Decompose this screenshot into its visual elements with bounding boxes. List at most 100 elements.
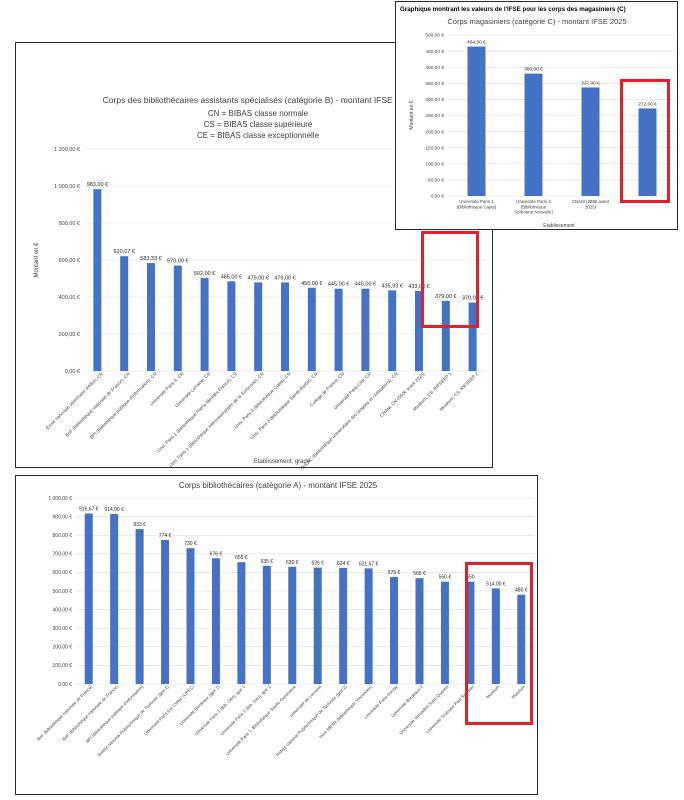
category-label: Université Paris 1 (Bib. Gén), gpe 2 [219,684,272,737]
bar [93,189,102,371]
y-tick-label: 900,00 € [53,514,73,520]
bar [135,529,144,684]
y-tick-label: 1 000,00 € [54,184,80,190]
chart-title: Corps magasiniers (catégorie C) - montan… [447,17,626,26]
bar [281,282,289,371]
data-label: 914,00 € [104,507,124,513]
y-tick-label: 600,00 € [59,258,80,264]
bar [288,566,297,684]
bar [524,73,543,196]
data-label: 450,00 € [301,281,322,287]
y-tick-label: 50,00 € [428,178,444,184]
y-tick-label: 0,00 € [65,369,80,375]
x-axis-label: Etablissement [543,223,575,229]
category-label-line: Université Paris 1 [459,199,494,204]
y-tick-label: 700,00 € [53,552,73,558]
bar [581,87,600,196]
y-tick-label: 0,00 € [58,682,72,688]
bar [334,288,343,371]
bar [466,581,475,684]
data-label: 676 € [210,551,223,557]
data-label: 379,00 € [435,294,456,300]
bar [415,578,424,684]
bar [110,513,119,684]
bar [254,282,263,371]
category-label: École nationale vétérinaire d'Alfort, CN [44,370,104,430]
data-label: 630 € [286,560,299,566]
category-label-line: CNAM (280€ avant [572,199,610,204]
y-axis-label: Montant en € [409,100,415,129]
category-label: Université Paris 1 (Bib. Gén), gpe 1 [194,684,247,737]
data-label: 445,00 € [328,282,349,288]
category-label: Université Paris 3 (Bibliothèque Sorbonne … [514,199,553,215]
chart-a-svg: Corps bibliothécaires (catégorie A) - mo… [36,481,534,757]
data-label: 433,00 € [408,284,429,290]
bar [361,288,370,371]
category-label: BnF (Bibliothèque nationale de France) [61,684,119,742]
data-label: 620,67 € [113,249,134,255]
category-label-line: Université Paris 3 [516,199,551,204]
category-label: CNAM, CN (550€ avant 2025) [379,371,426,418]
bar [517,594,526,684]
data-label: 621,67 € [359,561,379,567]
data-label: 575 € [388,570,401,576]
y-tick-label: 0,00 € [431,194,445,200]
data-label: 485,00 € [221,274,242,280]
chart-b-svg: Corps des bibliothécaires assistants spé… [34,95,486,469]
data-label: 514,00 € [486,581,506,587]
y-tick-label: 500,00 € [425,33,444,39]
bar [339,567,348,684]
y-tick-label: 150,00 € [425,145,444,151]
y-tick-label: 400,00 € [59,295,80,301]
bar [262,565,271,684]
category-label-line: Sorbonne Nouvelle) [514,210,553,215]
category-label: Université Versailles-Saint Quentin [398,684,450,736]
data-label: 624 € [337,561,350,567]
bar [390,577,399,684]
bar [440,581,449,684]
category-label: Univ. Paris 1 (Bibliothèque interunivers… [168,371,265,468]
data-label: 569 € [413,571,426,577]
chart-subtitle-line: CN = BIBAS classe normale [208,109,309,118]
data-label: 464,00 € [467,40,486,46]
bar [307,287,316,371]
data-label: 983,00 € [87,182,108,188]
bar [467,46,486,197]
data-label: 479,00 € [247,275,268,281]
bar [468,302,477,371]
category-label: Univ. Paris 3 (Bibliothèque Cujas), CN [233,371,291,429]
category-label: Université Paris 1 (Bibliothèque Cujas) [457,199,497,209]
y-tick-label: 400,00 € [425,65,444,71]
bar [388,290,397,371]
data-label: 550 [466,575,475,581]
highlight-box-c [620,79,670,203]
bar [364,568,373,684]
y-tick-label: 450,00 € [425,49,444,55]
data-label: 730 € [184,541,197,547]
category-label-line: (Bibliothèque [521,204,547,209]
chart-subtitle-line: CS = BIBAS classe supérieure [204,120,313,129]
bar [84,513,93,684]
y-tick-label: 300,00 € [53,626,73,632]
bar [227,281,236,371]
y-axis-label: Montant en € [34,242,40,278]
category-label-line: 2025) [585,204,597,209]
bar [313,567,322,684]
chart-title: Corps bibliothécaires (catégorie A) - mo… [179,481,378,490]
bar [147,263,155,371]
highlight-box-b [421,231,479,328]
chart-header: Graphique montrant les valeurs de l'IFSE… [400,6,626,13]
data-label: 445,00 € [355,282,376,288]
y-tick-label: 100,00 € [425,161,444,167]
chart-panel-a: Corps bibliothécaires (catégorie A) - mo… [15,475,538,795]
highlight-box-a [465,562,533,725]
y-tick-label: 500,00 € [53,589,73,595]
data-label: 833 € [133,522,146,528]
data-label: 337,00 € [581,80,600,86]
y-tick-label: 800,00 € [53,533,73,539]
bar [441,300,450,371]
bar [200,278,209,371]
data-label: 570,00 € [167,259,188,265]
bar [638,108,657,196]
data-label: 583,33 € [140,256,161,262]
